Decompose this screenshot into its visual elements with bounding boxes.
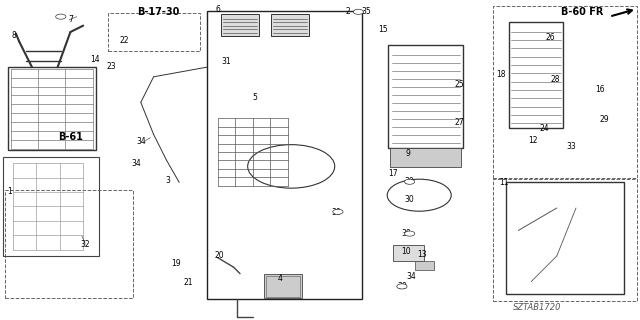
Bar — [493, 179, 637, 301]
Text: 20: 20 — [214, 251, 225, 260]
Text: 24: 24 — [540, 124, 550, 132]
Text: 30: 30 — [404, 177, 415, 186]
Text: 12: 12 — [528, 136, 537, 145]
Bar — [5, 190, 133, 298]
Text: 33: 33 — [566, 142, 576, 151]
Text: 6: 6 — [215, 5, 220, 14]
Text: 34: 34 — [131, 159, 141, 168]
Circle shape — [404, 179, 415, 184]
Bar — [108, 13, 200, 51]
Bar — [221, 14, 259, 36]
Text: B-61: B-61 — [58, 132, 83, 142]
Text: 1: 1 — [7, 188, 12, 196]
Text: 34: 34 — [406, 272, 416, 281]
Text: 34: 34 — [136, 137, 146, 146]
Text: 2: 2 — [345, 7, 350, 16]
Text: 8: 8 — [12, 31, 17, 40]
Bar — [266, 276, 300, 297]
Text: 30: 30 — [331, 208, 341, 217]
Text: B-17-30: B-17-30 — [137, 7, 179, 17]
Text: 27: 27 — [454, 118, 465, 127]
Text: 3: 3 — [165, 176, 170, 185]
Bar — [509, 22, 563, 128]
Text: 30: 30 — [397, 282, 407, 291]
Circle shape — [333, 209, 343, 214]
Bar — [390, 148, 461, 167]
Bar — [493, 6, 637, 178]
Bar — [264, 274, 302, 298]
Text: 17: 17 — [388, 169, 398, 178]
Text: 9: 9 — [406, 149, 411, 158]
Text: 5: 5 — [252, 93, 257, 102]
Text: 16: 16 — [595, 85, 605, 94]
Text: 22: 22 — [120, 36, 129, 44]
Text: 15: 15 — [378, 25, 388, 34]
Bar — [271, 14, 309, 36]
Text: 14: 14 — [90, 55, 100, 64]
Circle shape — [397, 284, 407, 289]
Text: 4: 4 — [277, 274, 282, 283]
Bar — [393, 245, 424, 261]
Bar — [8, 67, 96, 150]
Text: 10: 10 — [401, 247, 412, 256]
Bar — [506, 182, 624, 294]
Text: 35: 35 — [361, 7, 371, 16]
Text: 19: 19 — [171, 259, 181, 268]
Bar — [388, 45, 463, 148]
Text: 26: 26 — [545, 33, 556, 42]
Bar — [3, 157, 99, 256]
Bar — [415, 261, 434, 270]
Text: 11: 11 — [500, 178, 509, 187]
Text: 7: 7 — [68, 15, 73, 24]
Text: 32: 32 — [80, 240, 90, 249]
Text: 13: 13 — [417, 250, 428, 259]
Circle shape — [56, 14, 66, 19]
Text: 18: 18 — [496, 70, 505, 79]
Circle shape — [353, 9, 364, 14]
Text: 28: 28 — [551, 75, 560, 84]
Text: 21: 21 — [184, 278, 193, 287]
Circle shape — [404, 231, 415, 236]
Text: 31: 31 — [221, 57, 231, 66]
Text: SZTAB1720: SZTAB1720 — [513, 303, 562, 312]
Text: 25: 25 — [454, 80, 465, 89]
Text: 30: 30 — [404, 195, 415, 204]
Text: 29: 29 — [600, 115, 610, 124]
Text: B-60 FR: B-60 FR — [561, 7, 604, 17]
Text: 30: 30 — [401, 229, 412, 238]
Bar — [207, 11, 362, 299]
Text: 23: 23 — [106, 62, 116, 71]
